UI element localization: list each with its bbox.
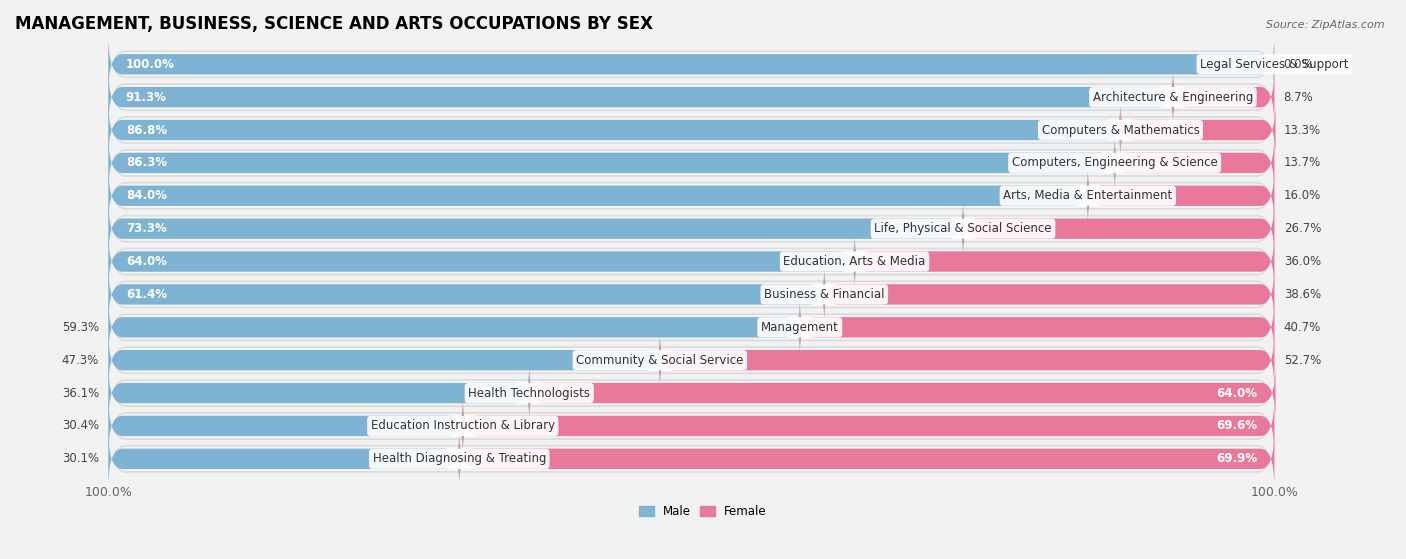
FancyBboxPatch shape [108,200,963,258]
Text: Community & Social Service: Community & Social Service [576,354,744,367]
FancyBboxPatch shape [108,364,529,423]
Text: 86.3%: 86.3% [125,157,167,169]
FancyBboxPatch shape [108,358,1274,428]
Text: 40.7%: 40.7% [1284,321,1322,334]
Text: Legal Services & Support: Legal Services & Support [1201,58,1348,71]
Text: Arts, Media & Entertainment: Arts, Media & Entertainment [1004,190,1173,202]
FancyBboxPatch shape [108,265,824,324]
Text: Business & Financial: Business & Financial [763,288,884,301]
Text: Architecture & Engineering: Architecture & Engineering [1092,91,1253,103]
FancyBboxPatch shape [108,35,1274,93]
FancyBboxPatch shape [1088,167,1274,225]
FancyBboxPatch shape [108,94,1274,165]
Text: 38.6%: 38.6% [1284,288,1320,301]
Legend: Male, Female: Male, Female [634,500,772,523]
Text: 26.7%: 26.7% [1284,222,1322,235]
FancyBboxPatch shape [108,160,1274,231]
Text: 36.1%: 36.1% [62,387,98,400]
FancyBboxPatch shape [108,159,1274,233]
FancyBboxPatch shape [108,391,1274,461]
FancyBboxPatch shape [108,27,1274,101]
FancyBboxPatch shape [108,257,1274,331]
Text: 86.8%: 86.8% [125,124,167,136]
FancyBboxPatch shape [108,226,1274,297]
FancyBboxPatch shape [108,397,463,455]
Text: 84.0%: 84.0% [125,190,167,202]
FancyBboxPatch shape [108,193,1274,264]
FancyBboxPatch shape [108,325,1274,396]
FancyBboxPatch shape [108,233,855,291]
Text: 64.0%: 64.0% [1216,387,1257,400]
FancyBboxPatch shape [108,331,659,390]
FancyBboxPatch shape [108,127,1274,198]
FancyBboxPatch shape [108,60,1274,134]
Text: Health Technologists: Health Technologists [468,387,591,400]
Text: 0.0%: 0.0% [1284,58,1313,71]
Text: Education, Arts & Media: Education, Arts & Media [783,255,925,268]
Text: 69.9%: 69.9% [1216,452,1257,465]
FancyBboxPatch shape [108,292,1274,363]
FancyBboxPatch shape [108,134,1115,192]
FancyBboxPatch shape [108,259,1274,330]
FancyBboxPatch shape [659,331,1274,390]
FancyBboxPatch shape [529,364,1275,423]
Text: 47.3%: 47.3% [62,354,98,367]
Text: 64.0%: 64.0% [125,255,167,268]
Text: Health Diagnosing & Treating: Health Diagnosing & Treating [373,452,546,465]
Text: Education Instruction & Library: Education Instruction & Library [371,419,555,433]
Text: 30.4%: 30.4% [62,419,98,433]
FancyBboxPatch shape [108,290,1274,364]
FancyBboxPatch shape [108,356,1274,430]
Text: 59.3%: 59.3% [62,321,98,334]
Text: Management: Management [761,321,839,334]
FancyBboxPatch shape [963,200,1274,258]
Text: 69.6%: 69.6% [1216,419,1257,433]
Text: 36.0%: 36.0% [1284,255,1320,268]
Text: Computers & Mathematics: Computers & Mathematics [1042,124,1199,136]
FancyBboxPatch shape [108,424,1274,494]
Text: 16.0%: 16.0% [1284,190,1322,202]
Text: 100.0%: 100.0% [125,58,174,71]
FancyBboxPatch shape [108,224,1274,299]
Text: 73.3%: 73.3% [125,222,166,235]
Text: Computers, Engineering & Science: Computers, Engineering & Science [1012,157,1218,169]
FancyBboxPatch shape [108,192,1274,266]
FancyBboxPatch shape [108,126,1274,200]
FancyBboxPatch shape [108,62,1274,132]
FancyBboxPatch shape [108,93,1274,167]
FancyBboxPatch shape [1121,101,1275,159]
Text: Source: ZipAtlas.com: Source: ZipAtlas.com [1267,20,1385,30]
FancyBboxPatch shape [855,233,1274,291]
Text: 91.3%: 91.3% [125,91,167,103]
FancyBboxPatch shape [1115,134,1274,192]
Text: 8.7%: 8.7% [1284,91,1313,103]
FancyBboxPatch shape [108,323,1274,397]
FancyBboxPatch shape [108,298,800,357]
FancyBboxPatch shape [824,265,1274,324]
FancyBboxPatch shape [108,421,1274,496]
FancyBboxPatch shape [463,397,1274,455]
Text: Life, Physical & Social Science: Life, Physical & Social Science [875,222,1052,235]
Text: 13.7%: 13.7% [1284,157,1322,169]
FancyBboxPatch shape [1173,68,1274,126]
FancyBboxPatch shape [108,29,1274,100]
Text: MANAGEMENT, BUSINESS, SCIENCE AND ARTS OCCUPATIONS BY SEX: MANAGEMENT, BUSINESS, SCIENCE AND ARTS O… [15,15,652,33]
FancyBboxPatch shape [460,429,1274,488]
Text: 13.3%: 13.3% [1284,124,1320,136]
Text: 52.7%: 52.7% [1284,354,1322,367]
FancyBboxPatch shape [108,389,1274,463]
Text: 61.4%: 61.4% [125,288,167,301]
FancyBboxPatch shape [108,429,460,488]
FancyBboxPatch shape [108,68,1173,126]
FancyBboxPatch shape [800,298,1274,357]
Text: 30.1%: 30.1% [62,452,98,465]
FancyBboxPatch shape [108,101,1121,159]
FancyBboxPatch shape [108,167,1088,225]
